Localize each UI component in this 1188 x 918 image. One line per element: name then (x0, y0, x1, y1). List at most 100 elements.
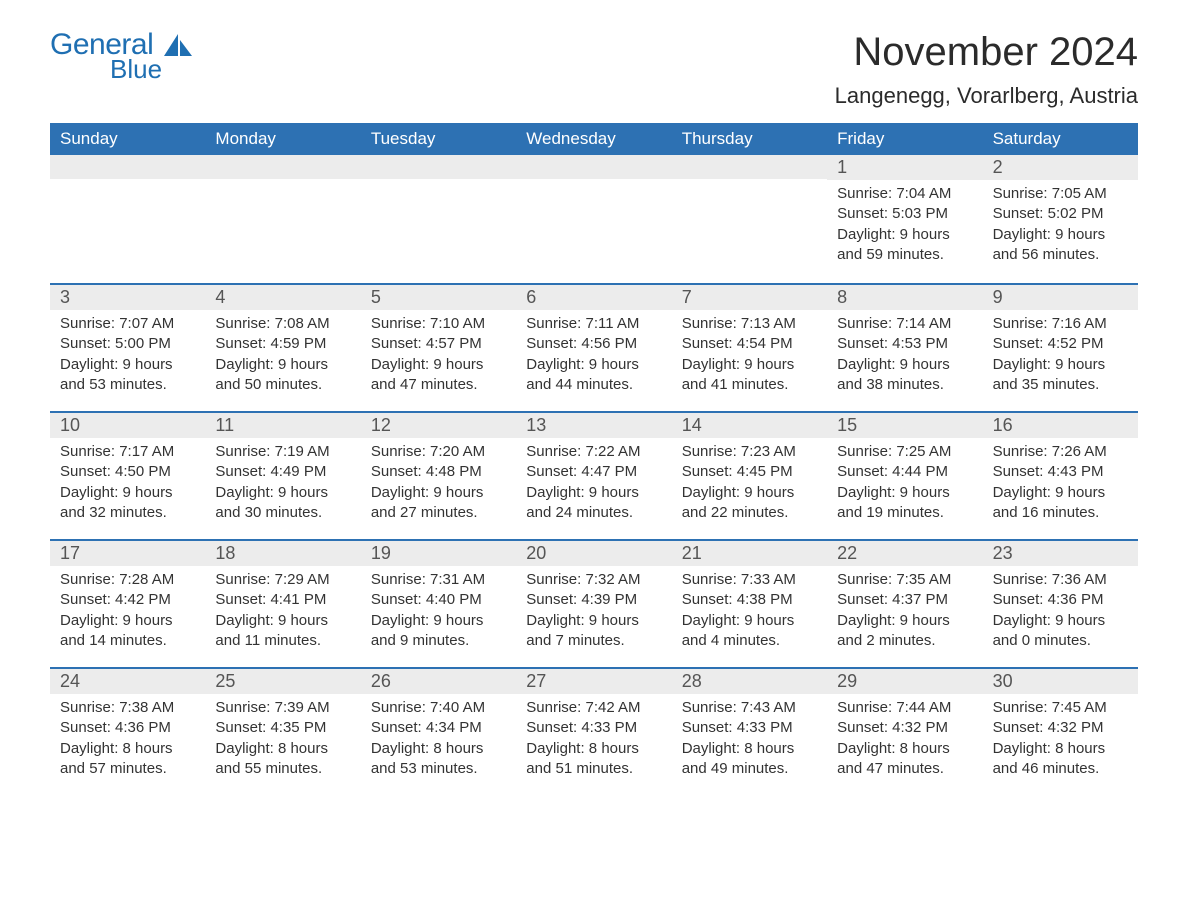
day-details: Sunrise: 7:17 AMSunset: 4:50 PMDaylight:… (60, 442, 195, 523)
day-number: 30 (983, 669, 1138, 694)
day-cell (516, 155, 671, 283)
header: General Blue November 2024 Langenegg, Vo… (50, 30, 1138, 109)
day-details: Sunrise: 7:40 AMSunset: 4:34 PMDaylight:… (371, 698, 506, 779)
sunset-line: Sunset: 4:32 PM (993, 718, 1128, 738)
sunset-line: Sunset: 4:52 PM (993, 334, 1128, 354)
day-cell: 9Sunrise: 7:16 AMSunset: 4:52 PMDaylight… (983, 285, 1138, 411)
sunset-line: Sunset: 4:41 PM (215, 590, 350, 610)
sunset-line: Sunset: 4:32 PM (837, 718, 972, 738)
daylight-line-2: and 30 minutes. (215, 503, 350, 523)
sunset-line: Sunset: 4:38 PM (682, 590, 817, 610)
day-cell: 15Sunrise: 7:25 AMSunset: 4:44 PMDayligh… (827, 413, 982, 539)
sunset-line: Sunset: 4:47 PM (526, 462, 661, 482)
location: Langenegg, Vorarlberg, Austria (835, 83, 1138, 109)
day-details: Sunrise: 7:26 AMSunset: 4:43 PMDaylight:… (993, 442, 1128, 523)
sunset-line: Sunset: 4:40 PM (371, 590, 506, 610)
daylight-line-1: Daylight: 9 hours (526, 611, 661, 631)
daylight-line-2: and 47 minutes. (837, 759, 972, 779)
day-cell (205, 155, 360, 283)
daylight-line-2: and 59 minutes. (837, 245, 972, 265)
weekday-monday: Monday (205, 123, 360, 155)
daylight-line-1: Daylight: 9 hours (215, 355, 350, 375)
week-row: 17Sunrise: 7:28 AMSunset: 4:42 PMDayligh… (50, 539, 1138, 667)
daylight-line-2: and 11 minutes. (215, 631, 350, 651)
sunrise-line: Sunrise: 7:36 AM (993, 570, 1128, 590)
day-cell: 28Sunrise: 7:43 AMSunset: 4:33 PMDayligh… (672, 669, 827, 795)
day-number: 10 (50, 413, 205, 438)
day-number: 16 (983, 413, 1138, 438)
sunset-line: Sunset: 5:03 PM (837, 204, 972, 224)
day-number: 14 (672, 413, 827, 438)
daylight-line-1: Daylight: 9 hours (526, 483, 661, 503)
day-cell (672, 155, 827, 283)
daylight-line-1: Daylight: 9 hours (682, 355, 817, 375)
day-number: 23 (983, 541, 1138, 566)
daylight-line-1: Daylight: 9 hours (837, 483, 972, 503)
day-cell: 8Sunrise: 7:14 AMSunset: 4:53 PMDaylight… (827, 285, 982, 411)
day-number: 17 (50, 541, 205, 566)
day-cell: 2Sunrise: 7:05 AMSunset: 5:02 PMDaylight… (983, 155, 1138, 283)
sunrise-line: Sunrise: 7:31 AM (371, 570, 506, 590)
day-details: Sunrise: 7:31 AMSunset: 4:40 PMDaylight:… (371, 570, 506, 651)
daylight-line-1: Daylight: 8 hours (682, 739, 817, 759)
sunset-line: Sunset: 4:42 PM (60, 590, 195, 610)
sunset-line: Sunset: 5:02 PM (993, 204, 1128, 224)
sunrise-line: Sunrise: 7:04 AM (837, 184, 972, 204)
day-details: Sunrise: 7:20 AMSunset: 4:48 PMDaylight:… (371, 442, 506, 523)
day-cell: 7Sunrise: 7:13 AMSunset: 4:54 PMDaylight… (672, 285, 827, 411)
day-details: Sunrise: 7:28 AMSunset: 4:42 PMDaylight:… (60, 570, 195, 651)
day-details: Sunrise: 7:04 AMSunset: 5:03 PMDaylight:… (837, 184, 972, 265)
daylight-line-2: and 44 minutes. (526, 375, 661, 395)
calendar: SundayMondayTuesdayWednesdayThursdayFrid… (50, 123, 1138, 795)
sunset-line: Sunset: 4:44 PM (837, 462, 972, 482)
daylight-line-2: and 56 minutes. (993, 245, 1128, 265)
sunset-line: Sunset: 4:36 PM (60, 718, 195, 738)
daylight-line-1: Daylight: 8 hours (60, 739, 195, 759)
day-cell (50, 155, 205, 283)
sunset-line: Sunset: 4:35 PM (215, 718, 350, 738)
day-number: 26 (361, 669, 516, 694)
day-details: Sunrise: 7:39 AMSunset: 4:35 PMDaylight:… (215, 698, 350, 779)
daylight-line-2: and 47 minutes. (371, 375, 506, 395)
sunrise-line: Sunrise: 7:42 AM (526, 698, 661, 718)
sunrise-line: Sunrise: 7:08 AM (215, 314, 350, 334)
daylight-line-1: Daylight: 9 hours (837, 611, 972, 631)
sunrise-line: Sunrise: 7:43 AM (682, 698, 817, 718)
sunrise-line: Sunrise: 7:39 AM (215, 698, 350, 718)
daylight-line-2: and 38 minutes. (837, 375, 972, 395)
weeks-container: 1Sunrise: 7:04 AMSunset: 5:03 PMDaylight… (50, 155, 1138, 795)
sunrise-line: Sunrise: 7:28 AM (60, 570, 195, 590)
day-number: 15 (827, 413, 982, 438)
day-cell: 29Sunrise: 7:44 AMSunset: 4:32 PMDayligh… (827, 669, 982, 795)
daylight-line-1: Daylight: 8 hours (837, 739, 972, 759)
day-cell: 6Sunrise: 7:11 AMSunset: 4:56 PMDaylight… (516, 285, 671, 411)
day-number: 4 (205, 285, 360, 310)
sunset-line: Sunset: 4:39 PM (526, 590, 661, 610)
day-number: 21 (672, 541, 827, 566)
day-details: Sunrise: 7:22 AMSunset: 4:47 PMDaylight:… (526, 442, 661, 523)
day-cell (361, 155, 516, 283)
sunset-line: Sunset: 4:34 PM (371, 718, 506, 738)
daylight-line-2: and 49 minutes. (682, 759, 817, 779)
day-details: Sunrise: 7:14 AMSunset: 4:53 PMDaylight:… (837, 314, 972, 395)
day-number: 6 (516, 285, 671, 310)
day-number (50, 155, 205, 179)
sunrise-line: Sunrise: 7:17 AM (60, 442, 195, 462)
day-cell: 12Sunrise: 7:20 AMSunset: 4:48 PMDayligh… (361, 413, 516, 539)
sunrise-line: Sunrise: 7:23 AM (682, 442, 817, 462)
daylight-line-1: Daylight: 9 hours (371, 611, 506, 631)
sunrise-line: Sunrise: 7:44 AM (837, 698, 972, 718)
day-cell: 27Sunrise: 7:42 AMSunset: 4:33 PMDayligh… (516, 669, 671, 795)
month-title: November 2024 (835, 30, 1138, 75)
sunrise-line: Sunrise: 7:29 AM (215, 570, 350, 590)
sunrise-line: Sunrise: 7:45 AM (993, 698, 1128, 718)
sunset-line: Sunset: 5:00 PM (60, 334, 195, 354)
day-cell: 18Sunrise: 7:29 AMSunset: 4:41 PMDayligh… (205, 541, 360, 667)
day-number (205, 155, 360, 179)
sunset-line: Sunset: 4:50 PM (60, 462, 195, 482)
day-number: 3 (50, 285, 205, 310)
day-number: 18 (205, 541, 360, 566)
daylight-line-1: Daylight: 9 hours (371, 355, 506, 375)
weekday-tuesday: Tuesday (361, 123, 516, 155)
day-number: 11 (205, 413, 360, 438)
